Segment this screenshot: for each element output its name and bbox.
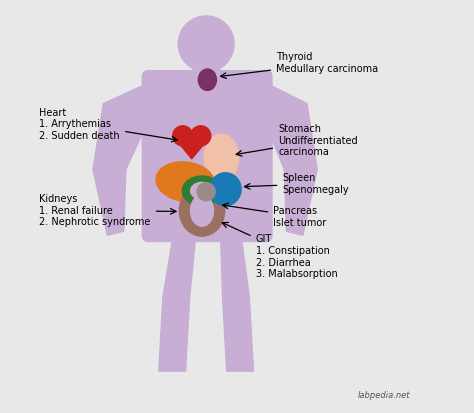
Ellipse shape — [210, 173, 241, 206]
Ellipse shape — [204, 134, 238, 182]
Polygon shape — [263, 83, 317, 235]
Polygon shape — [220, 235, 254, 371]
Text: Stomach
Undifferentiated
carcinoma: Stomach Undifferentiated carcinoma — [236, 124, 358, 157]
Polygon shape — [159, 235, 196, 371]
Ellipse shape — [191, 182, 213, 199]
Text: labpedia.net: labpedia.net — [357, 391, 410, 400]
Ellipse shape — [191, 195, 214, 226]
Text: GIT
1. Constipation
2. Diarrhea
3. Malabsorption: GIT 1. Constipation 2. Diarrhea 3. Malab… — [222, 223, 337, 279]
Text: Thyroid
Medullary carcinoma: Thyroid Medullary carcinoma — [220, 52, 378, 78]
Ellipse shape — [182, 176, 222, 206]
Ellipse shape — [197, 183, 215, 201]
Polygon shape — [193, 66, 219, 76]
Circle shape — [191, 126, 211, 146]
Text: Pancreas
Islet tumor: Pancreas Islet tumor — [223, 203, 327, 228]
Circle shape — [173, 126, 193, 146]
Polygon shape — [173, 136, 211, 159]
Ellipse shape — [198, 69, 217, 90]
Ellipse shape — [179, 185, 225, 236]
Circle shape — [178, 16, 234, 72]
Ellipse shape — [156, 162, 215, 202]
Text: Spleen
Spenomegaly: Spleen Spenomegaly — [245, 173, 349, 195]
FancyBboxPatch shape — [142, 71, 272, 242]
Text: Heart
1. Arrythemias
2. Sudden death: Heart 1. Arrythemias 2. Sudden death — [39, 107, 177, 142]
Text: Kidneys
1. Renal failure
2. Nephrotic syndrome: Kidneys 1. Renal failure 2. Nephrotic sy… — [39, 194, 176, 227]
Polygon shape — [93, 83, 151, 235]
